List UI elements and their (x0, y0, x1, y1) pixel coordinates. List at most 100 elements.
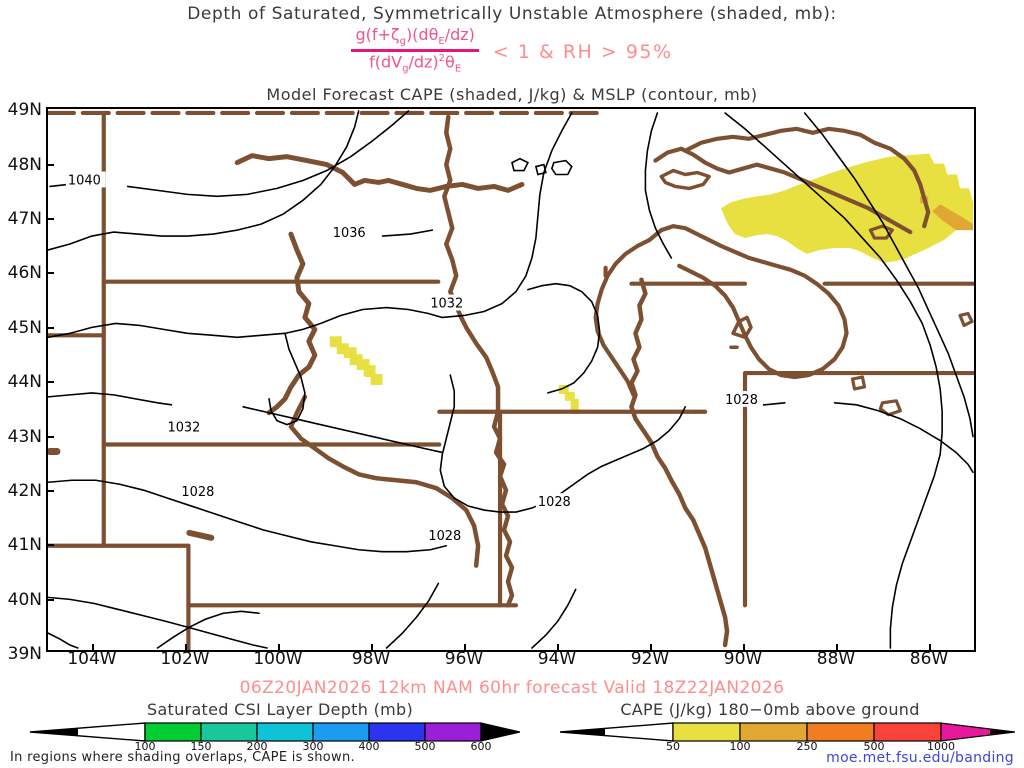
xtick-104w: 104W (67, 649, 117, 669)
colorbar-csi-ticks: 100 150 200 300 400 500 600 (30, 740, 520, 754)
csi-tick-400: 400 (358, 740, 380, 753)
cbar-cape-bin-500 (873, 722, 942, 742)
forecast-valid-text: 06Z20JAN2026 12km NAM 60hr forecast Vali… (239, 678, 785, 698)
michigan-thumb (731, 315, 753, 340)
ytick-mark-45n (46, 327, 54, 329)
colorbar-csi-svg (30, 722, 520, 742)
river-platte (288, 394, 481, 568)
cbar-csi-right-arrow (480, 722, 520, 742)
river-missouri-mo (491, 409, 515, 608)
contour-1032-bulge (268, 332, 306, 426)
numer-part-b: )(dθ (405, 25, 439, 44)
cbar-csi-bin-500 (424, 722, 482, 742)
cbar-csi-left-arrow-tip (30, 728, 78, 736)
ytick-39n: 39N (7, 644, 42, 664)
xtick-92w: 92W (630, 649, 670, 669)
svg-text:1032: 1032 (430, 297, 463, 312)
xtick-mark-88w (836, 644, 838, 652)
xtick-mark-100w (278, 644, 280, 652)
ytick-47n: 47N (7, 209, 42, 229)
svg-text:1036: 1036 (333, 226, 366, 241)
forecast-map[interactable]: 1040 1036 1032 1032 1028 (46, 107, 976, 652)
xtick-mark-86w (929, 644, 931, 652)
numer-sub-e: E (438, 36, 445, 48)
legend-title-csi: Saturated CSI Layer Depth (mb) (147, 700, 413, 719)
csi-tick-500: 500 (414, 740, 436, 753)
contour-label-1028-c: 1028 (535, 493, 576, 510)
svg-text:1028: 1028 (181, 485, 214, 500)
ytick-mark-40n (46, 599, 54, 601)
contour-closed-1 (511, 157, 529, 172)
cbar-cape-bin-250 (806, 722, 875, 742)
contour-1028-west (48, 392, 444, 454)
svg-text:1032: 1032 (167, 421, 200, 436)
criterion-inequality: < 1 & RH > 95% (492, 41, 673, 64)
ytick-40n: 40N (7, 590, 42, 610)
source-url-link[interactable]: moe.met.fsu.edu/banding (826, 750, 1014, 766)
formula-denominator: f(dVg/dz)2θE (365, 52, 465, 75)
ytick-41n: 41N (7, 535, 42, 555)
contour-label-1028-b: 1028 (426, 526, 467, 544)
river-missouri-ia (442, 114, 501, 414)
svg-text:1040: 1040 (68, 173, 101, 188)
xtick-mark-104w (92, 644, 94, 652)
cbar-cape-left-arrow-tip (560, 728, 605, 736)
river-missouri-nd (234, 153, 525, 193)
cbar-cape-right-arrow-tip (990, 730, 1015, 734)
cape-tick-1000: 1000 (927, 740, 955, 753)
ytick-45n: 45N (7, 318, 42, 338)
contour-1028-missouri (439, 374, 687, 513)
cape-region-kansas (558, 384, 579, 411)
contour-label-1032-a: 1032 (428, 294, 469, 312)
shore-small-island-4 (878, 399, 902, 417)
cbar-cape-bin-100 (739, 722, 808, 742)
ytick-42n: 42N (7, 481, 42, 501)
contour-labels-layer: 1040 1036 1032 1032 1028 (65, 171, 763, 544)
contour-label-1032-b: 1032 (165, 418, 206, 436)
contour-left-lower (48, 596, 268, 649)
lake-superior-shore (683, 126, 931, 229)
denom-part-b: /dz) (408, 52, 439, 72)
xtick-94w: 94W (537, 649, 577, 669)
mslp-contour-layer (48, 110, 974, 649)
shore-small-island-3 (850, 375, 867, 391)
cbar-csi-bin-300 (312, 722, 370, 742)
cbar-cape-bin-50 (672, 722, 741, 742)
cape-tick-50: 50 (666, 740, 680, 753)
colorbar-cape-ticks: 50 100 250 500 1000 (560, 740, 1015, 754)
colorbar-cape[interactable] (560, 722, 1015, 742)
cbar-csi-bin-150 (200, 722, 258, 742)
ytick-44n: 44N (7, 372, 42, 392)
svg-text:1028: 1028 (538, 495, 571, 510)
river-missouri-sd (266, 231, 318, 416)
contour-1032-iowa (527, 282, 601, 394)
colorbar-csi[interactable] (30, 722, 520, 742)
formula-block: g(f+ζg)(dθE/dz) f(dVg/dz)2θE < 1 & RH > … (0, 25, 1024, 75)
xtick-mark-92w (650, 644, 652, 652)
contour-closed-3 (550, 159, 573, 176)
xtick-mark-90w (743, 644, 745, 652)
contour-label-1028-a: 1028 (179, 483, 220, 500)
ytick-mark-46n (46, 272, 54, 274)
contour-label-1036: 1036 (330, 224, 371, 241)
ytick-mark-42n (46, 490, 54, 492)
cape-region-michigan (721, 153, 974, 263)
cape-tick-100: 100 (729, 740, 751, 753)
subtitle: Model Forecast CAPE (shaded, J/kg) & MSL… (266, 85, 758, 104)
svg-text:1028: 1028 (428, 529, 461, 544)
map-canvas: 1040 1036 1032 1032 1028 (48, 110, 974, 650)
cape-region-nebraska (329, 336, 383, 385)
lake-superior-south (653, 146, 913, 235)
cape-tick-500: 500 (863, 740, 885, 753)
svg-text:1028: 1028 (725, 393, 758, 408)
contour-left-bottom (48, 632, 79, 649)
colorbar-cape-svg (560, 722, 1015, 742)
lake-superior-islands (659, 168, 711, 191)
contour-bottom-kansas (531, 588, 577, 649)
xtick-98w: 98W (351, 649, 391, 669)
csi-tick-150: 150 (190, 740, 212, 753)
cbar-csi-bin-100 (144, 722, 202, 742)
river-mississippi (629, 277, 648, 410)
denom-sub-g: g (402, 63, 409, 75)
